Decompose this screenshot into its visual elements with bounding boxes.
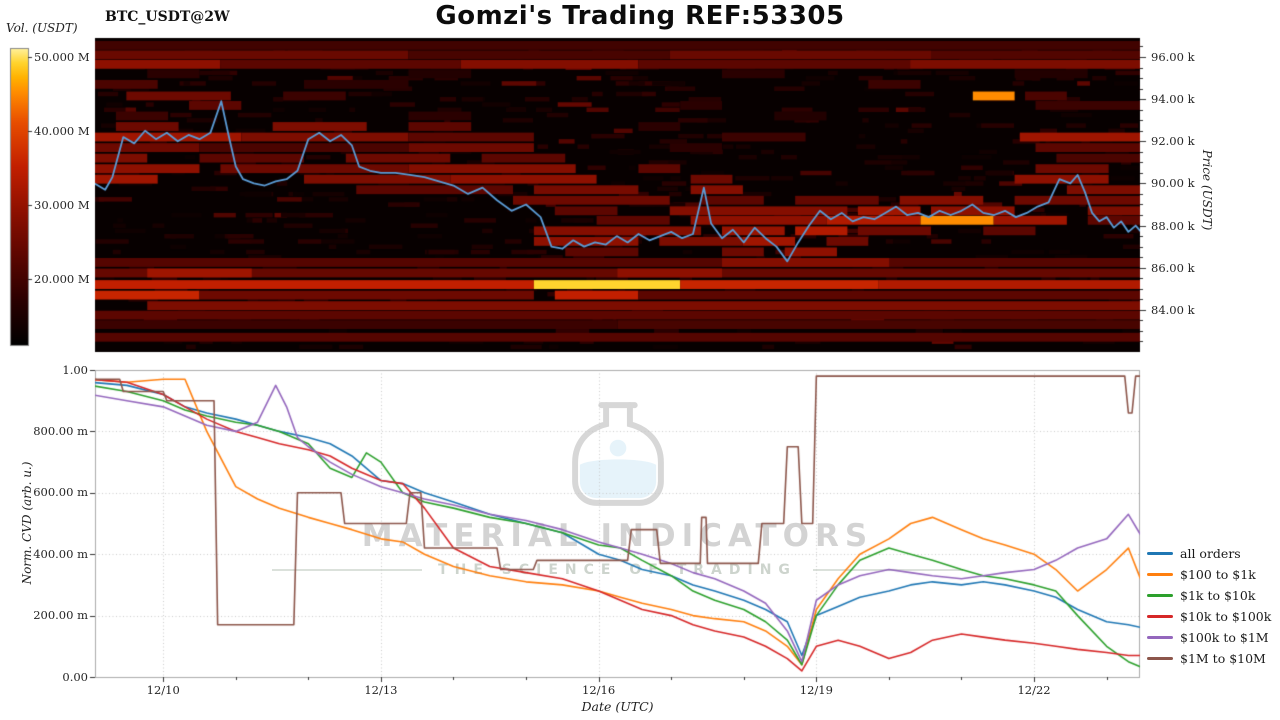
legend-item: all orders <box>1147 543 1271 564</box>
legend-label: $100 to $1k <box>1180 567 1256 582</box>
legend-label: $10k to $100k <box>1180 609 1272 624</box>
symbol-label: BTC_USDT@2W <box>105 9 230 25</box>
legend-item: $100k to $1M <box>1147 627 1271 648</box>
legend-swatch <box>1147 594 1173 597</box>
legend-item: $100 to $1k <box>1147 564 1271 585</box>
colorbar-label: Vol. (USDT) <box>6 21 78 35</box>
legend-swatch <box>1147 636 1173 639</box>
legend-swatch <box>1147 573 1173 576</box>
cvd-axis-label: Norm. CVD (arb. u.) <box>20 461 34 585</box>
legend-label: all orders <box>1180 546 1241 561</box>
page-title: Gomzi's Trading REF:53305 <box>435 1 845 31</box>
legend-label: $1M to $10M <box>1180 651 1266 666</box>
legend-swatch <box>1147 615 1173 618</box>
legend-item: $1k to $10k <box>1147 585 1271 606</box>
legend-item: $1M to $10M <box>1147 648 1271 669</box>
legend-swatch <box>1147 657 1173 660</box>
price-axis-label: Price (USDT) <box>1200 149 1214 231</box>
legend-swatch <box>1147 552 1173 555</box>
legend-label: $1k to $10k <box>1180 588 1256 603</box>
date-axis-label: Date (UTC) <box>581 699 654 714</box>
legend-label: $100k to $1M <box>1180 630 1269 645</box>
legend-item: $10k to $100k <box>1147 606 1271 627</box>
legend: all orders $100 to $1k $1k to $10k $10k … <box>1147 543 1271 669</box>
